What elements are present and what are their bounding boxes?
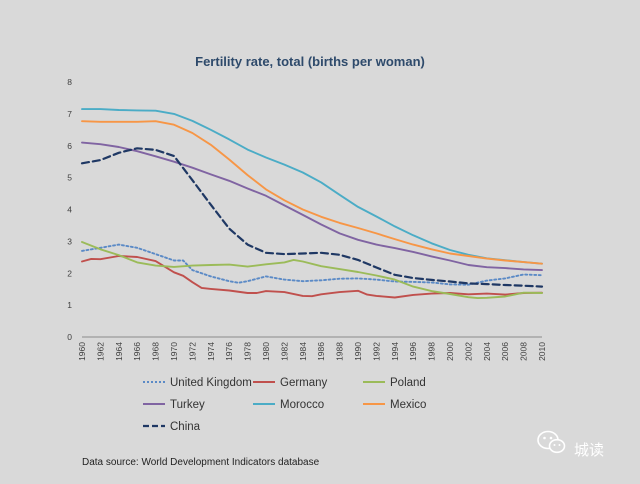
series-line-mexico [81,120,543,265]
x-tick-label: 1968 [151,342,161,361]
x-tick-label: 1966 [132,342,142,361]
legend-entry: Mexico [390,399,426,411]
watermark-text: 城读 [574,442,604,459]
legend: United Kingdom Germany Poland Turkey Morocco… [143,377,426,433]
x-tick-label: 1962 [95,342,105,361]
x-tick-label: 1994 [390,342,400,361]
y-tick-label: 7 [67,109,72,119]
series-line-united-kingdom [81,243,543,286]
x-tick-label: 1974 [206,342,216,361]
y-tick-label: 2 [67,268,72,278]
x-tick-label: 2010 [537,342,547,361]
x-tick-label: 1972 [187,342,197,361]
series-line-germany [81,255,543,299]
x-tick-label: 1992 [371,342,381,361]
legend-entry: China [170,421,201,433]
legend-entry: Morocco [280,399,324,411]
series-layer [80,108,544,300]
x-tick-label: 1984 [298,342,308,361]
x-tick-label: 1986 [316,342,326,361]
y-tick-label: 8 [67,77,72,87]
x-tick-label: 1964 [114,342,124,361]
y-tick-label: 0 [67,332,72,342]
legend-entry: United Kingdom [170,377,252,389]
x-tick-label: 1976 [224,342,234,361]
series-line-china [80,147,544,288]
y-tick-label: 6 [67,141,72,151]
x-tick-label: 1990 [353,342,363,361]
x-tick-label: 1996 [408,342,418,361]
x-tick-label: 1982 [279,342,289,361]
axes: 0 1 2 3 4 5 6 7 8 1960 1962 1964 1966 1968 1970 1972 197… [67,77,547,361]
x-tick-label: 2008 [519,342,529,361]
legend-entry: Germany [280,377,328,389]
chart-title: Fertility rate, total (births per woman) [195,54,425,69]
y-tick-label: 3 [67,236,72,246]
x-tick-label: 2000 [445,342,455,361]
x-tick-label: 1998 [427,342,437,361]
series-line-poland [81,241,543,300]
x-tick-label: 1988 [335,342,345,361]
legend-entry: Poland [390,377,426,389]
y-tick-label: 5 [67,173,72,183]
series-line-turkey [81,141,543,272]
x-tick-label: 2002 [463,342,473,361]
x-tick-label: 1960 [77,342,87,361]
x-tick-label: 1978 [243,342,253,361]
watermark: 城读 [537,430,604,459]
x-tick-label: 1980 [261,342,271,361]
x-tick-label: 2006 [500,342,510,361]
series-line-morocco [81,108,543,265]
legend-entry: Turkey [170,399,205,411]
x-tick-label: 2004 [482,342,492,361]
y-tick-label: 1 [67,300,72,310]
x-tick-label: 1970 [169,342,179,361]
wechat-icon [537,430,566,454]
data-source-note: Data source: World Development Indicator… [82,457,320,468]
y-tick-label: 4 [67,205,72,215]
